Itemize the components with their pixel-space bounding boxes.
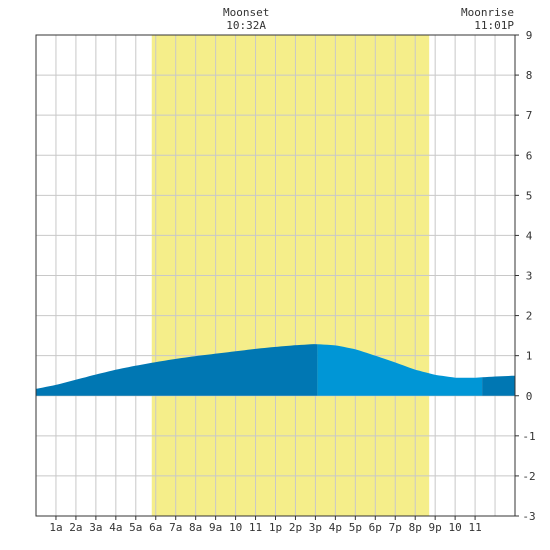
x-tick-label: 3a bbox=[89, 521, 102, 534]
y-tick-label: 2 bbox=[526, 310, 533, 323]
x-tick-label: 2p bbox=[289, 521, 302, 534]
moon-event-time: 11:01P bbox=[474, 19, 514, 32]
moon-event-time: 10:32A bbox=[226, 19, 266, 32]
y-tick-label: 4 bbox=[526, 229, 533, 242]
y-tick-label: -1 bbox=[522, 430, 535, 443]
x-tick-label: 11 bbox=[468, 521, 481, 534]
y-tick-label: 1 bbox=[526, 350, 533, 363]
y-tick-label: 9 bbox=[526, 29, 533, 42]
y-tick-label: 3 bbox=[526, 270, 533, 283]
x-tick-label: 5p bbox=[349, 521, 362, 534]
moon-event-label: Moonset bbox=[223, 6, 269, 19]
y-tick-label: -3 bbox=[522, 510, 535, 523]
grid-lines bbox=[36, 35, 515, 516]
x-tick-label: 4a bbox=[109, 521, 122, 534]
x-axis-ticks: 1a 2a 3a 4a 5a 6a 7a 8a 9a 10 11 1p 2p 3p 4p 5p 6p 7p 8p 9p… bbox=[49, 516, 482, 534]
tide-segment bbox=[36, 344, 318, 396]
y-tick-label: 0 bbox=[526, 390, 533, 403]
x-tick-label: 10 bbox=[449, 521, 462, 534]
x-tick-label: 5a bbox=[129, 521, 142, 534]
x-tick-label: 4p bbox=[329, 521, 342, 534]
y-tick-label: 6 bbox=[526, 149, 533, 162]
x-tick-label: 1p bbox=[269, 521, 282, 534]
x-tick-label: 8a bbox=[189, 521, 202, 534]
x-tick-label: 6p bbox=[369, 521, 382, 534]
tide-segment bbox=[482, 375, 515, 396]
x-tick-label: 7p bbox=[389, 521, 402, 534]
x-tick-label: 3p bbox=[309, 521, 322, 534]
x-tick-label: 2a bbox=[69, 521, 82, 534]
x-tick-label: 6a bbox=[149, 521, 162, 534]
x-tick-label: 9p bbox=[429, 521, 442, 534]
y-axis-ticks: -3 -2 -1 0 1 2 3 4 5 6 7 8 9 bbox=[515, 29, 536, 523]
y-tick-label: 8 bbox=[526, 69, 533, 82]
x-tick-label: 10 bbox=[229, 521, 242, 534]
y-tick-label: 7 bbox=[526, 109, 533, 122]
moon-event-label: Moonrise bbox=[461, 6, 514, 19]
tide-area bbox=[36, 344, 515, 396]
x-tick-label: 11 bbox=[249, 521, 262, 534]
y-tick-label: -2 bbox=[522, 470, 535, 483]
x-tick-label: 9a bbox=[209, 521, 222, 534]
tide-segment bbox=[317, 344, 483, 396]
x-tick-label: 7a bbox=[169, 521, 182, 534]
y-tick-label: 5 bbox=[526, 189, 533, 202]
x-tick-label: 8p bbox=[409, 521, 422, 534]
x-tick-label: 1a bbox=[49, 521, 62, 534]
